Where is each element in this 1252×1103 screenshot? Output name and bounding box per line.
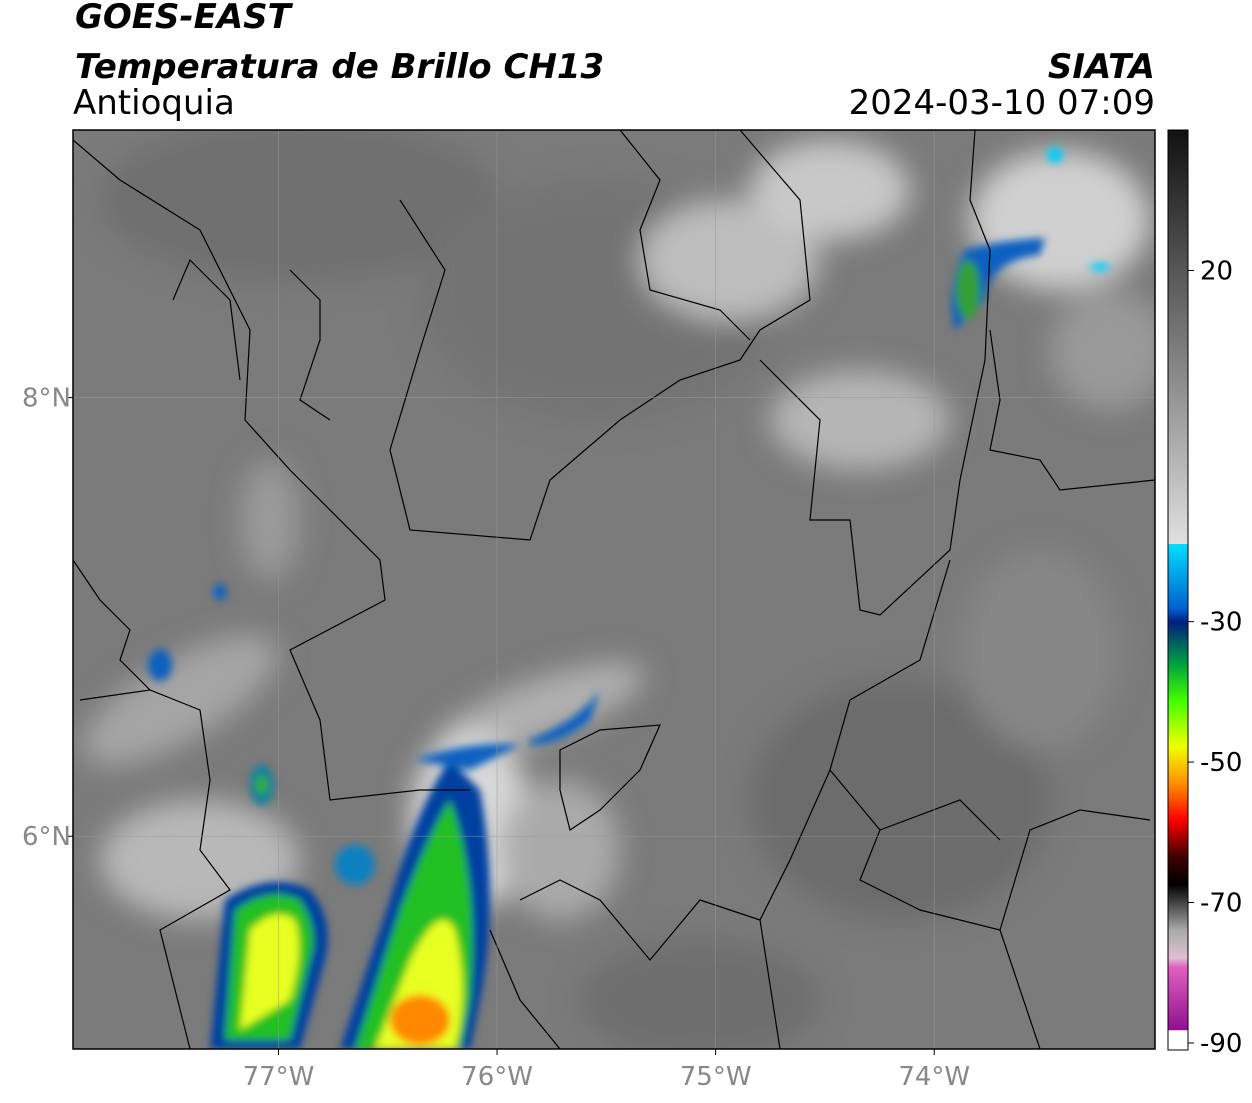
colorbar-tick-label: -30 [1200, 608, 1242, 638]
x-tick-label: 77°W [243, 1062, 315, 1092]
datetime: 2024-03-10 07:09 [849, 83, 1155, 123]
subtitle: Temperatura de Brillo CH13 [75, 47, 604, 87]
x-tick-label: 76°W [461, 1062, 533, 1092]
colorbar-tick-label: 20 [1200, 256, 1233, 286]
borders [73, 130, 1155, 1049]
x-tick-label: 74°W [898, 1062, 970, 1092]
region: Antioquia [73, 83, 235, 123]
source: SIATA [1048, 47, 1155, 87]
map-frame [72, 129, 1156, 1050]
title: GOES-EAST [75, 0, 294, 37]
x-tick-label: 75°W [680, 1062, 752, 1092]
colorbar-tick-label: -50 [1200, 748, 1242, 778]
y-tick-label: 6°N [22, 822, 71, 852]
satellite-image [73, 130, 1155, 1049]
colorbar [1167, 129, 1189, 1051]
colorbar-tick-label: -90 [1200, 1029, 1242, 1059]
colorbar-tick-label: -70 [1200, 889, 1242, 919]
graticule [73, 130, 1155, 1049]
y-tick-label: 8°N [22, 384, 71, 414]
